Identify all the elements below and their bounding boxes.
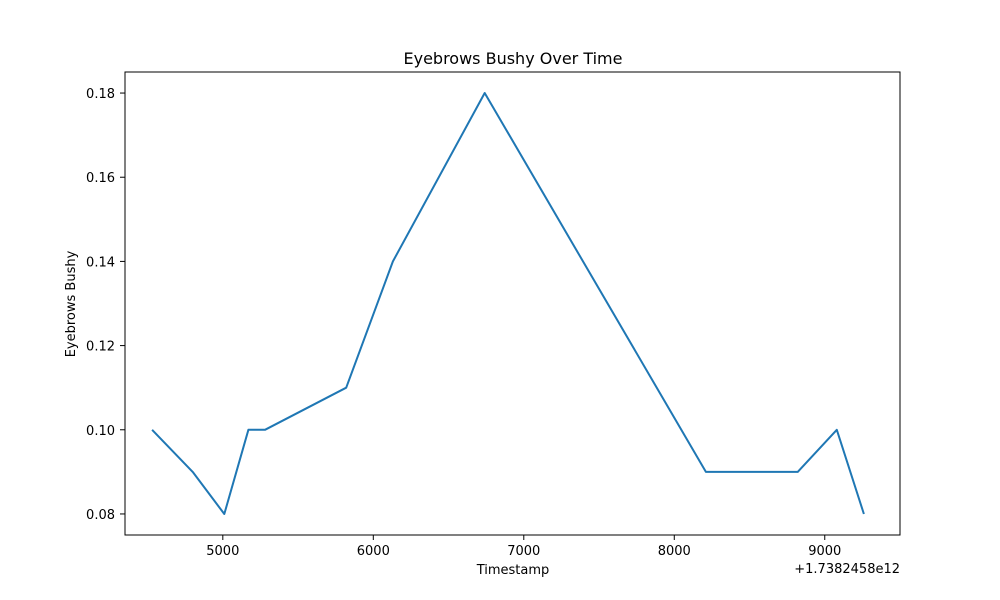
x-tick-label: 6000 [357, 544, 390, 559]
x-tick-label: 5000 [206, 544, 239, 559]
y-tick-label: 0.16 [86, 171, 115, 186]
y-tick-label: 0.18 [86, 87, 115, 102]
y-tick-label: 0.12 [86, 340, 115, 355]
y-tick-label: 0.08 [86, 508, 115, 523]
x-axis-offset-label: +1.7382458e12 [794, 562, 900, 577]
x-axis: 5000 6000 7000 8000 9000 [206, 535, 841, 559]
y-tick-label: 0.10 [86, 424, 115, 439]
y-axis: 0.08 0.10 0.12 0.14 0.16 0.18 [86, 87, 125, 523]
series-line-eyebrows-bushy [151, 92, 865, 515]
y-axis-title: Eyebrows Bushy [64, 250, 79, 357]
x-tick-label: 7000 [507, 544, 540, 559]
x-tick-label: 8000 [658, 544, 691, 559]
plot-frame [124, 71, 901, 536]
y-tick-label: 0.14 [86, 255, 115, 270]
x-axis-title: Timestamp [476, 563, 550, 578]
x-tick-label: 9000 [808, 544, 841, 559]
plot-area [151, 92, 865, 515]
chart-title: Eyebrows Bushy Over Time [404, 49, 623, 68]
